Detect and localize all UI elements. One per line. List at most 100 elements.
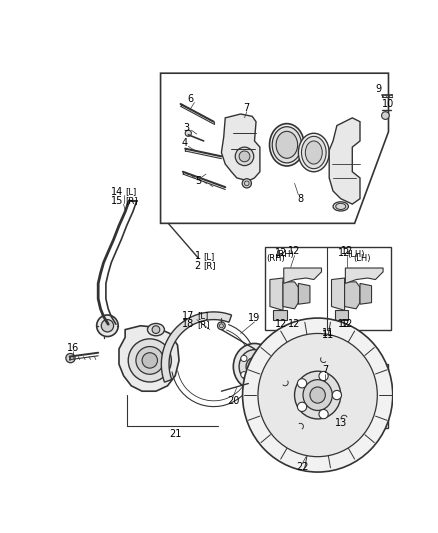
Text: [L]: [L] [197, 311, 208, 320]
Text: 17: 17 [182, 311, 194, 321]
Text: 8: 8 [298, 193, 304, 204]
Text: 16: 16 [67, 343, 79, 353]
Polygon shape [284, 268, 321, 284]
Circle shape [241, 356, 247, 361]
Circle shape [255, 377, 261, 383]
Circle shape [218, 322, 225, 329]
Ellipse shape [233, 343, 276, 390]
Text: 7: 7 [244, 103, 250, 113]
Text: [L]: [L] [125, 187, 136, 196]
Polygon shape [119, 326, 179, 391]
Text: 12: 12 [341, 319, 353, 329]
Ellipse shape [333, 202, 349, 211]
Ellipse shape [243, 318, 393, 472]
Ellipse shape [298, 133, 329, 172]
Text: 12: 12 [288, 246, 301, 256]
Text: 12: 12 [341, 246, 353, 256]
Ellipse shape [310, 387, 325, 403]
Text: 12: 12 [288, 319, 301, 329]
Ellipse shape [310, 379, 333, 395]
Text: 10: 10 [382, 99, 395, 109]
Ellipse shape [317, 400, 342, 417]
Text: 2: 2 [194, 261, 201, 271]
Ellipse shape [305, 141, 322, 164]
Ellipse shape [148, 324, 164, 336]
Text: [R]: [R] [125, 197, 138, 206]
Text: 7: 7 [322, 366, 328, 375]
Text: [L]: [L] [204, 252, 215, 261]
Text: (LH): (LH) [347, 249, 364, 259]
Circle shape [185, 130, 191, 136]
Ellipse shape [306, 377, 337, 398]
Text: [R]: [R] [204, 261, 216, 270]
Circle shape [136, 346, 164, 374]
Circle shape [142, 353, 158, 368]
Polygon shape [161, 312, 232, 382]
Text: 19: 19 [248, 313, 261, 323]
Ellipse shape [276, 131, 298, 158]
Text: 11: 11 [322, 328, 335, 338]
Circle shape [381, 112, 389, 119]
Circle shape [241, 372, 247, 378]
Text: 12: 12 [275, 319, 288, 329]
Text: 13: 13 [335, 418, 347, 428]
Circle shape [239, 151, 250, 161]
Text: 20: 20 [227, 396, 239, 406]
Text: 12: 12 [339, 248, 351, 259]
Text: 1: 1 [194, 252, 201, 262]
Text: (RH): (RH) [266, 254, 285, 263]
Ellipse shape [272, 127, 301, 163]
Circle shape [332, 391, 342, 400]
Polygon shape [221, 114, 260, 181]
Polygon shape [335, 310, 349, 320]
Text: 12: 12 [275, 248, 288, 259]
Circle shape [349, 374, 356, 382]
Ellipse shape [258, 334, 377, 457]
Text: 15: 15 [110, 196, 123, 206]
Polygon shape [329, 118, 360, 204]
Ellipse shape [303, 379, 332, 410]
Circle shape [297, 402, 307, 411]
Text: 14: 14 [110, 187, 123, 197]
Text: 21: 21 [169, 429, 181, 439]
Ellipse shape [269, 124, 304, 166]
Text: 12: 12 [339, 319, 351, 329]
Ellipse shape [349, 386, 364, 397]
Bar [293, 364, 389, 428]
Circle shape [101, 320, 113, 332]
Ellipse shape [346, 384, 367, 399]
Circle shape [66, 353, 75, 363]
Circle shape [319, 409, 328, 419]
Text: 3: 3 [184, 123, 190, 133]
Text: 18: 18 [182, 319, 194, 329]
Ellipse shape [320, 403, 339, 415]
Polygon shape [345, 282, 360, 309]
Circle shape [128, 339, 171, 382]
Polygon shape [283, 282, 298, 309]
Polygon shape [332, 278, 345, 310]
Polygon shape [346, 268, 383, 284]
Circle shape [152, 326, 160, 334]
Circle shape [265, 364, 271, 370]
Text: (LH): (LH) [353, 254, 371, 263]
Bar [265, 247, 391, 329]
Text: 4: 4 [181, 138, 187, 148]
Polygon shape [360, 284, 371, 304]
Text: 22: 22 [296, 462, 308, 472]
Ellipse shape [294, 371, 341, 419]
Circle shape [255, 350, 261, 357]
Ellipse shape [301, 136, 326, 168]
Text: 6: 6 [187, 94, 194, 103]
Text: [R]: [R] [197, 320, 209, 329]
Circle shape [319, 372, 328, 381]
Ellipse shape [246, 357, 263, 376]
Polygon shape [298, 284, 310, 304]
Circle shape [242, 179, 251, 188]
Polygon shape [270, 278, 283, 310]
Polygon shape [273, 310, 287, 320]
Text: 11: 11 [322, 330, 335, 340]
Ellipse shape [239, 350, 270, 384]
Text: (RH): (RH) [275, 249, 294, 259]
Text: 5: 5 [195, 176, 201, 186]
Text: 9: 9 [375, 84, 381, 94]
